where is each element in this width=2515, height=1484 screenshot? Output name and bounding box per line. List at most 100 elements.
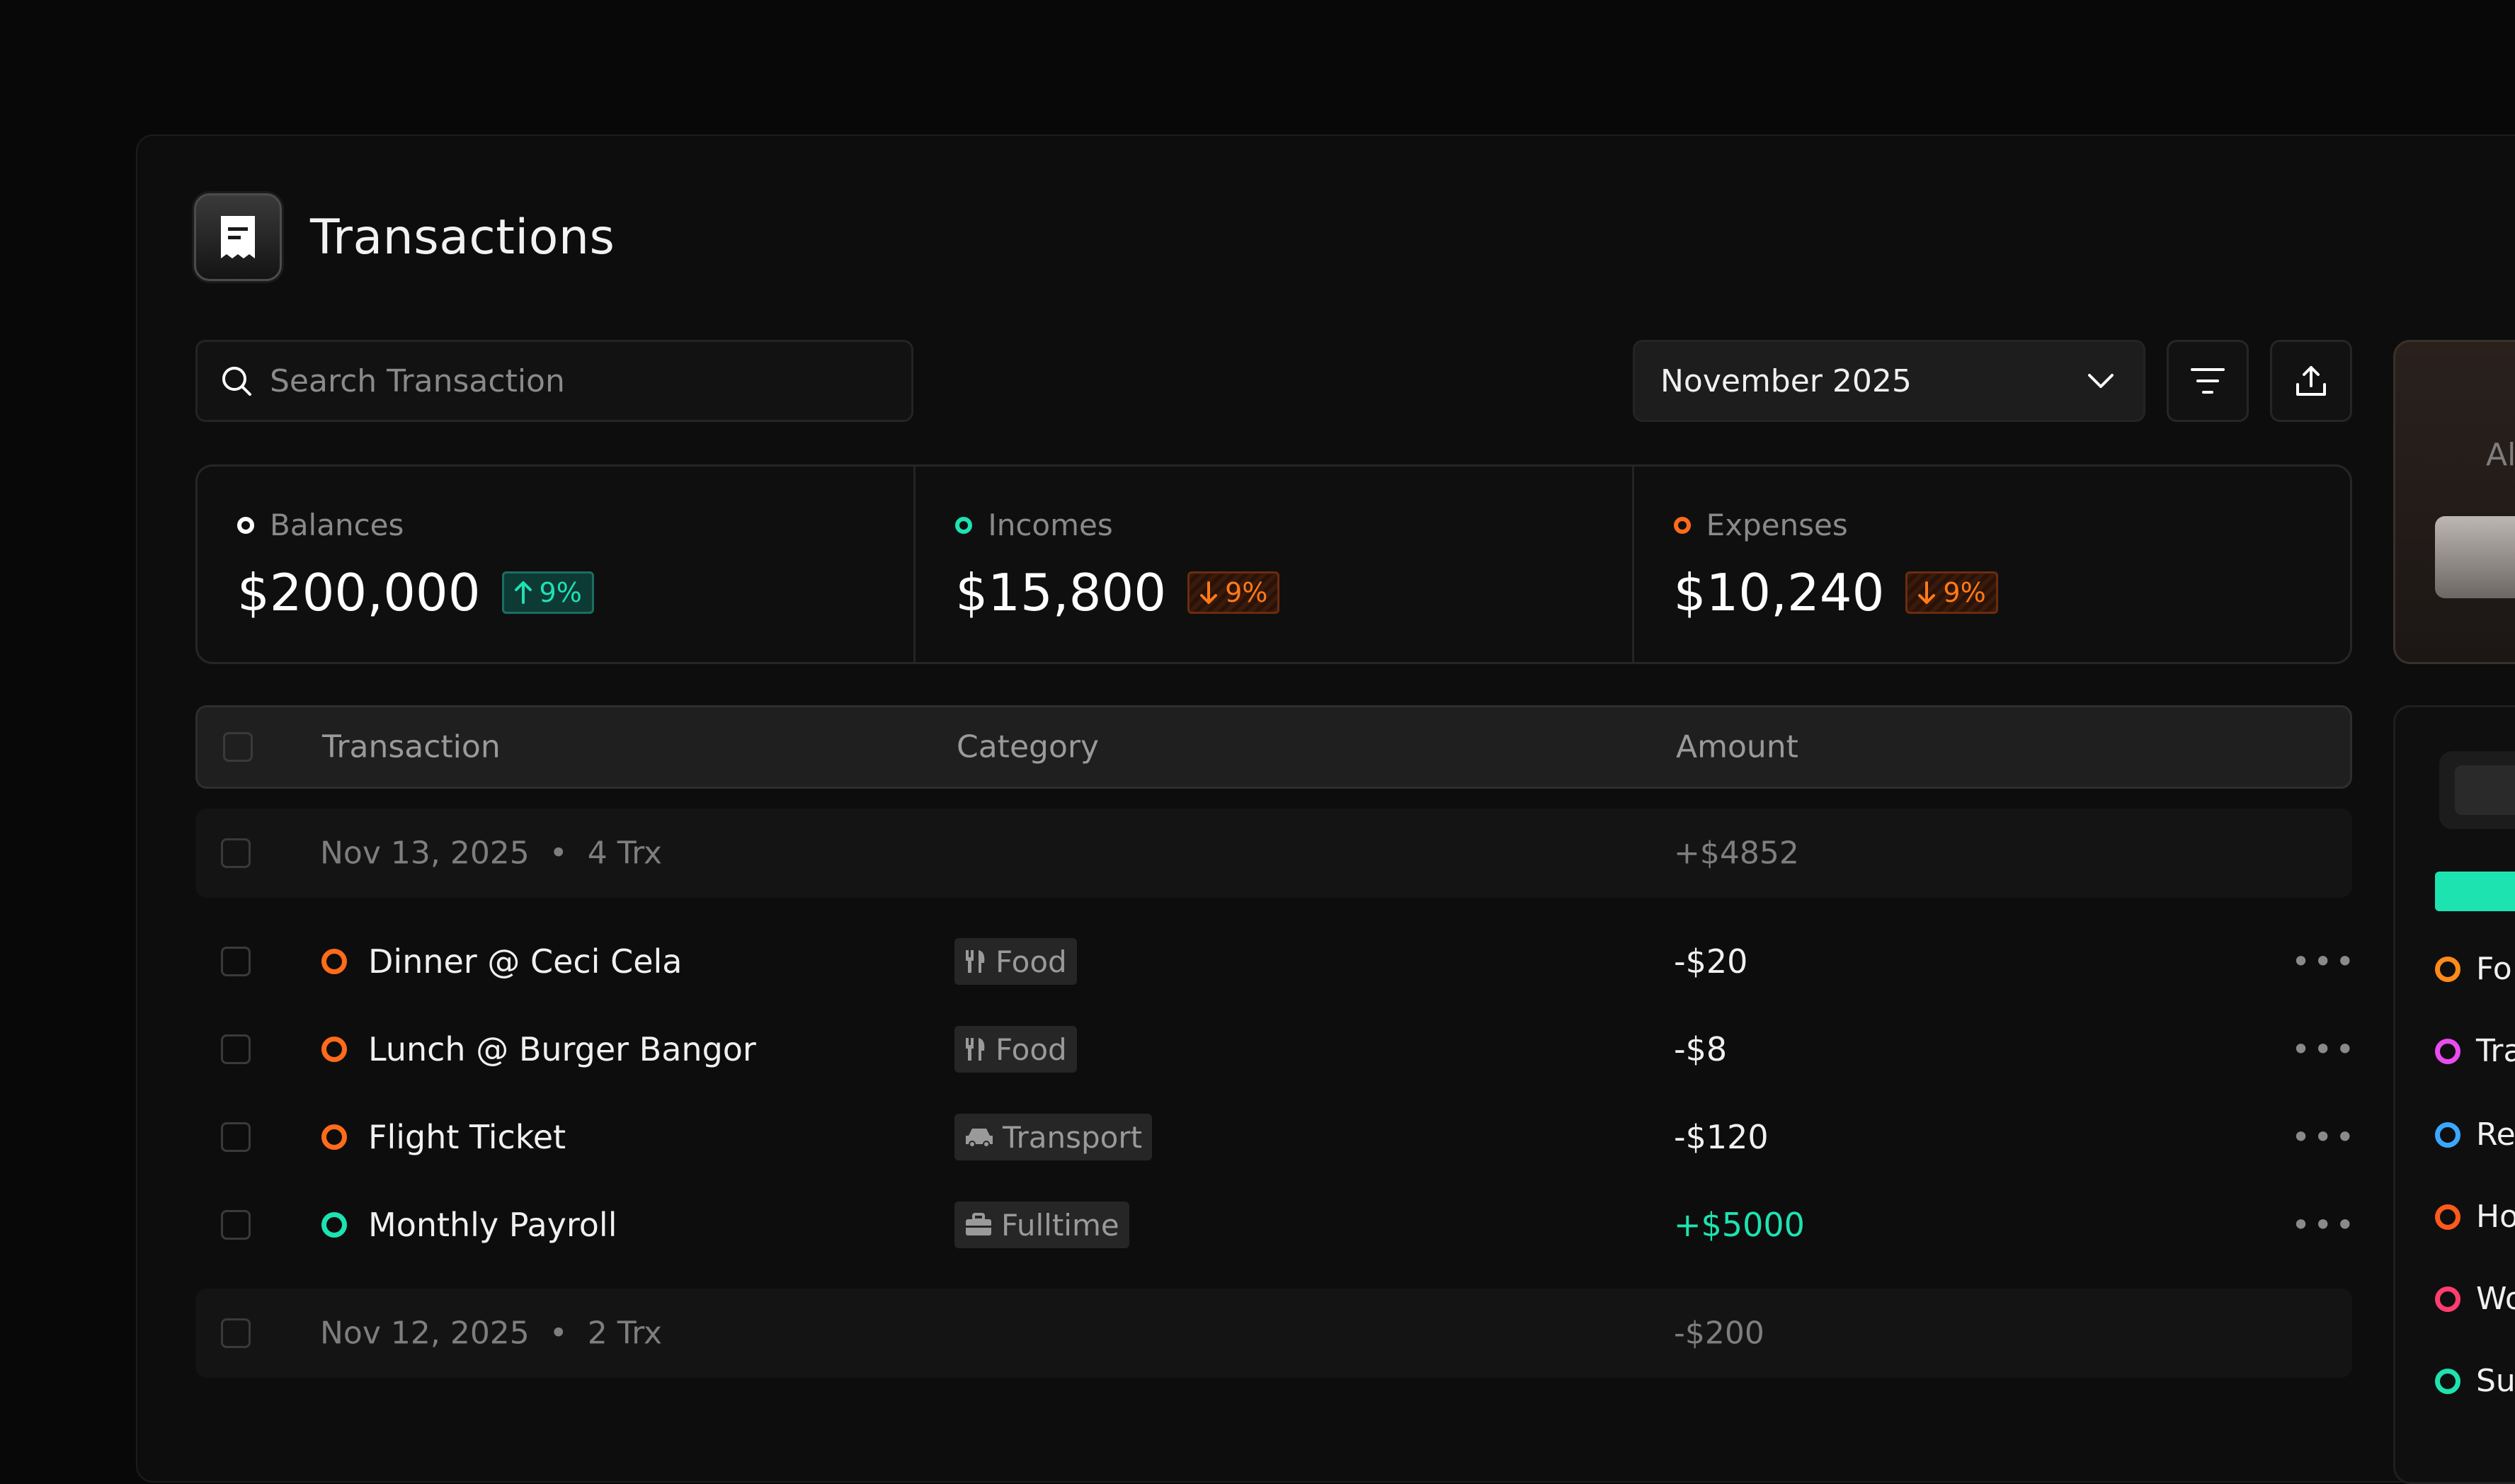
group-total: -$200 bbox=[1674, 1315, 1764, 1352]
transaction-label: Flight Ticket bbox=[368, 1118, 566, 1156]
category-progress-bar bbox=[2435, 872, 2515, 911]
legend-label: Ho bbox=[2476, 1199, 2515, 1235]
category-tag: Food bbox=[954, 1026, 1077, 1073]
legend-ring bbox=[2435, 1121, 2460, 1148]
car-icon bbox=[966, 1129, 993, 1148]
transaction-label: Monthly Payroll bbox=[368, 1206, 617, 1244]
stat-label: Incomes bbox=[955, 508, 1113, 542]
transaction-label: Dinner @ Ceci Cela bbox=[368, 942, 683, 981]
search-box[interactable] bbox=[195, 340, 913, 422]
legend-item: Fo bbox=[2435, 951, 2512, 987]
status-ring bbox=[321, 1124, 347, 1150]
table-row[interactable]: Monthly Payroll Fulltime +$5000 ••• bbox=[195, 1181, 2354, 1269]
arrow-down-icon bbox=[1918, 581, 1936, 604]
group-info: Nov 12, 2025 • 2 Trx bbox=[320, 1315, 662, 1352]
stat-expenses: Expenses $10,240 9% bbox=[1634, 467, 2350, 662]
more-options-icon[interactable]: ••• bbox=[2291, 1118, 2358, 1156]
column-category[interactable]: Category bbox=[957, 729, 1099, 765]
group-count: 2 Trx bbox=[587, 1315, 663, 1352]
transaction-label: Lunch @ Burger Bangor bbox=[368, 1030, 756, 1068]
table-header: Transaction Category Amount bbox=[195, 705, 2352, 789]
side-toggle-active[interactable] bbox=[2455, 765, 2515, 815]
change-value: 9% bbox=[539, 577, 582, 608]
category-tag: Fulltime bbox=[954, 1202, 1129, 1248]
row-checkbox[interactable] bbox=[221, 1034, 251, 1064]
transaction-name: Flight Ticket bbox=[321, 1118, 566, 1156]
group-date: Nov 13, 2025 bbox=[320, 835, 530, 872]
chevron-down-icon bbox=[2088, 374, 2114, 388]
stat-label-text: Incomes bbox=[988, 508, 1113, 542]
more-options-icon[interactable]: ••• bbox=[2291, 1206, 2358, 1244]
category-tag: Transport bbox=[954, 1114, 1153, 1160]
stat-label: Expenses bbox=[1673, 508, 1848, 542]
group-checkbox[interactable] bbox=[221, 1318, 251, 1348]
legend-item: Ho bbox=[2435, 1199, 2515, 1235]
row-checkbox[interactable] bbox=[221, 1210, 251, 1240]
legend-label: Tra bbox=[2476, 1033, 2515, 1069]
change-badge: 9% bbox=[1905, 571, 1998, 614]
legend-item: Wo bbox=[2435, 1281, 2515, 1317]
side-card-button[interactable] bbox=[2435, 516, 2515, 598]
group-checkbox[interactable] bbox=[221, 838, 251, 868]
transaction-name: Dinner @ Ceci Cela bbox=[321, 942, 682, 981]
more-options-icon[interactable]: ••• bbox=[2291, 942, 2358, 981]
page-header: Transactions bbox=[194, 193, 615, 282]
stat-value-row: $200,000 9% bbox=[237, 563, 594, 622]
legend-label: Fo bbox=[2476, 951, 2512, 987]
column-amount[interactable]: Amount bbox=[1676, 729, 1798, 765]
table-row[interactable]: Lunch @ Burger Bangor Food -$8 ••• bbox=[195, 1005, 2354, 1093]
table-row[interactable]: Flight Ticket Transport -$120 ••• bbox=[195, 1093, 2354, 1181]
stat-label: Balances bbox=[237, 508, 404, 542]
page-title: Transactions bbox=[310, 209, 615, 266]
group-total: +$4852 bbox=[1674, 835, 1799, 872]
month-select-value: November 2025 bbox=[1660, 363, 1912, 399]
change-badge: 9% bbox=[1187, 571, 1280, 614]
status-dot bbox=[237, 516, 254, 534]
legend-ring bbox=[2435, 1038, 2460, 1064]
legend-item: Re bbox=[2435, 1117, 2515, 1153]
category-label: Food bbox=[996, 1032, 1067, 1067]
separator-dot: • bbox=[549, 1315, 568, 1352]
stat-value-row: $15,800 9% bbox=[955, 563, 1280, 622]
legend-ring bbox=[2435, 956, 2460, 982]
change-value: 9% bbox=[1943, 577, 1986, 608]
legend-item: Tra bbox=[2435, 1033, 2515, 1069]
stat-value-row: $10,240 9% bbox=[1674, 563, 1998, 622]
side-card-text: Al bbox=[2486, 437, 2515, 473]
month-select[interactable]: November 2025 bbox=[1633, 340, 2145, 422]
side-toggle[interactable] bbox=[2439, 751, 2515, 829]
row-checkbox[interactable] bbox=[221, 947, 251, 976]
column-transaction[interactable]: Transaction bbox=[322, 729, 501, 765]
group-count: 4 Trx bbox=[587, 835, 663, 872]
separator-dot: • bbox=[549, 835, 568, 872]
group-date: Nov 12, 2025 bbox=[320, 1315, 530, 1352]
filter-icon bbox=[2191, 368, 2225, 394]
transaction-amount: -$8 bbox=[1674, 1030, 1728, 1068]
stat-balances: Balances $200,000 9% bbox=[198, 467, 916, 662]
side-card-top: Al bbox=[2393, 340, 2515, 664]
side-card-categories: Fo Tra Re Ho Wo Su bbox=[2393, 705, 2515, 1484]
upload-icon bbox=[2296, 366, 2326, 396]
transaction-name: Lunch @ Burger Bangor bbox=[321, 1030, 756, 1068]
legend-ring bbox=[2435, 1286, 2460, 1312]
transaction-amount: +$5000 bbox=[1674, 1206, 1805, 1244]
export-button[interactable] bbox=[2270, 340, 2352, 422]
legend-ring bbox=[2435, 1204, 2460, 1230]
status-ring bbox=[321, 949, 347, 974]
legend-label: Wo bbox=[2476, 1281, 2515, 1317]
row-checkbox[interactable] bbox=[221, 1122, 251, 1152]
change-badge: 9% bbox=[501, 571, 594, 614]
date-group-row: Nov 13, 2025 • 4 Trx +$4852 bbox=[195, 809, 2352, 898]
status-ring bbox=[321, 1212, 347, 1238]
category-tag: Food bbox=[954, 938, 1077, 985]
more-options-icon[interactable]: ••• bbox=[2291, 1030, 2358, 1068]
select-all-checkbox[interactable] bbox=[223, 732, 253, 762]
group-info: Nov 13, 2025 • 4 Trx bbox=[320, 835, 662, 872]
legend-label: Re bbox=[2476, 1117, 2515, 1153]
filter-button[interactable] bbox=[2167, 340, 2249, 422]
search-icon bbox=[222, 367, 251, 396]
utensils-icon bbox=[966, 950, 985, 973]
search-input[interactable] bbox=[268, 362, 880, 400]
receipt-icon bbox=[194, 193, 282, 281]
table-row[interactable]: Dinner @ Ceci Cela Food -$20 ••• bbox=[195, 918, 2354, 1005]
